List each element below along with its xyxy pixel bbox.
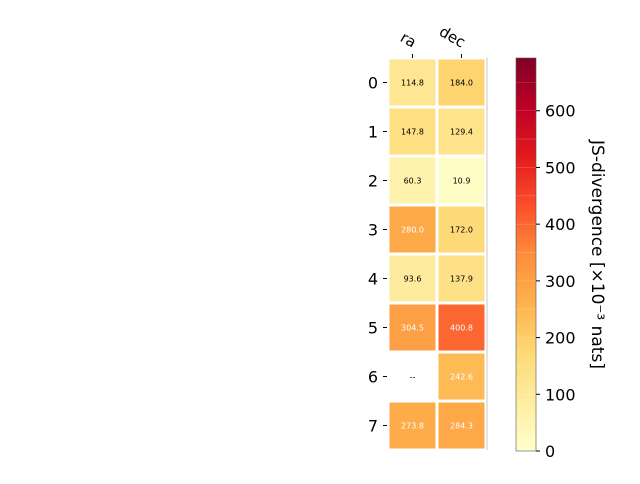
colorbar-label: JS-divergence [×10⁻³ nats] (587, 139, 607, 369)
cell-value-label: 242.6 (450, 373, 473, 382)
heatmap-cell (435, 252, 488, 305)
row-label: 5 (368, 319, 378, 338)
colorbar: 0 100 200 300 400 500 600 JS-divergence [×10⁻³ … (515, 57, 607, 461)
row-label: 0 (368, 74, 378, 93)
colorbar-tick-label: 300 (545, 272, 576, 291)
cell-value-label: 284.3 (450, 422, 473, 431)
cell-value-label: -- (410, 373, 416, 382)
colorbar-tick-label: 400 (545, 215, 576, 234)
row-label: 4 (368, 270, 378, 289)
cell-value-label: 172.0 (450, 226, 473, 235)
row-label: 7 (368, 417, 378, 436)
cell-value-label: 280.0 (401, 226, 424, 235)
heatmap-cell (435, 105, 488, 158)
heatmap-cell (435, 399, 488, 452)
colorbar-tick-label: 200 (545, 329, 576, 348)
row-label: 1 (368, 123, 378, 142)
row-label: 3 (368, 221, 378, 240)
cell-value-label: 273.8 (401, 422, 424, 431)
cell-value-label: 60.3 (404, 177, 422, 186)
heatmap-cell (435, 203, 488, 256)
column-label: dec (436, 22, 468, 51)
colorbar-tick-label: 500 (545, 158, 576, 177)
cell-value-label: 114.8 (401, 79, 424, 88)
cell-value-label: 304.5 (401, 324, 424, 333)
colorbar-tick-label: 100 (545, 385, 576, 404)
column-label: ra (397, 28, 419, 51)
cell-value-label: 184.0 (450, 79, 473, 88)
row-label: 6 (368, 368, 378, 387)
colorbar-gradient (515, 57, 537, 452)
cell-value-label: 129.4 (450, 128, 473, 137)
heatmap-cells: 114.8 184.0 147.8 129.4 60.3 10.9 280.0 172.0 93… (386, 56, 488, 452)
heatmap-cell (435, 154, 488, 207)
colorbar-tick-label: 600 (545, 102, 576, 121)
cell-value-label: 93.6 (404, 275, 422, 284)
colorbar-tick-label: 0 (545, 442, 555, 461)
cell-value-label: 10.9 (453, 177, 471, 186)
cell-value-label: 400.8 (450, 324, 473, 333)
row-label: 2 (368, 172, 378, 191)
cell-value-label: 137.9 (450, 275, 473, 284)
cell-value-label: 147.8 (401, 128, 424, 137)
